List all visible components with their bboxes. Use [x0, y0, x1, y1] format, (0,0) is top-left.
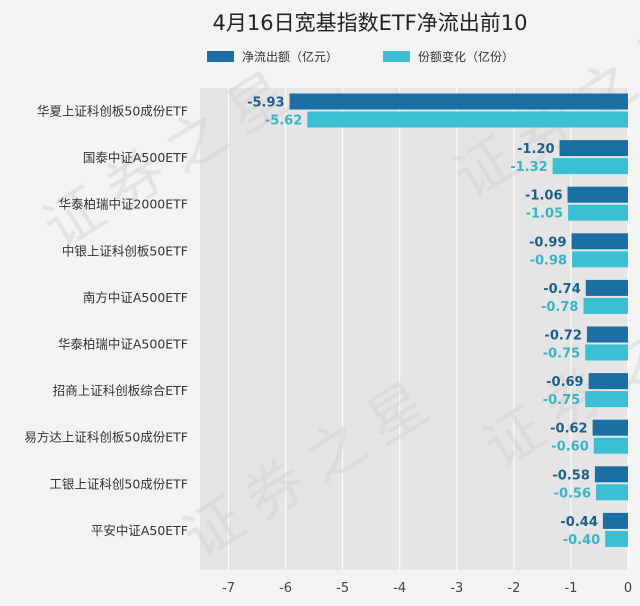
- bar-net-outflow: [592, 419, 628, 436]
- bar-share-change: [585, 391, 628, 408]
- x-tick-label: -7: [222, 581, 235, 596]
- category-label: 华泰柏瑞中证A500ETF: [58, 337, 188, 352]
- bar-net-outflow: [567, 186, 628, 203]
- legend-label-net-outflow: 净流出额（亿元）: [242, 49, 338, 64]
- category-label: 平安中证A50ETF: [91, 523, 188, 538]
- legend-swatch-share-change: [383, 51, 410, 62]
- data-label-share-change: -0.75: [543, 393, 580, 408]
- data-label-net-outflow: -0.72: [544, 329, 581, 344]
- data-label-net-outflow: -0.74: [543, 282, 580, 297]
- x-tick-label: -6: [279, 581, 292, 596]
- category-label: 工银上证科创50成份ETF: [49, 476, 188, 491]
- legend-swatch-net-outflow: [207, 51, 234, 62]
- category-label: 南方中证A500ETF: [83, 290, 188, 305]
- legend: 净流出额（亿元） 份额变化（亿份）: [207, 49, 514, 64]
- data-label-net-outflow: -1.20: [517, 142, 554, 157]
- x-tick-label: 0: [624, 581, 632, 596]
- data-label-net-outflow: -1.06: [525, 189, 562, 204]
- data-label-share-change: -5.62: [265, 114, 302, 129]
- data-label-net-outflow: -5.93: [247, 96, 284, 111]
- x-tick-label: -4: [393, 581, 406, 596]
- x-tick-label: -5: [336, 581, 349, 596]
- category-label: 国泰中证A500ETF: [83, 150, 188, 165]
- bar-net-outflow: [585, 279, 628, 296]
- bar-net-outflow: [559, 140, 628, 157]
- bar-net-outflow: [588, 373, 628, 390]
- data-label-net-outflow: -0.44: [560, 515, 597, 530]
- bar-share-change: [572, 251, 628, 268]
- data-label-share-change: -0.75: [543, 347, 580, 362]
- bar-share-change: [568, 204, 628, 221]
- bar-net-outflow: [594, 466, 628, 483]
- category-label: 华夏上证科创板50成份ETF: [37, 104, 188, 119]
- bar-share-change: [307, 111, 628, 128]
- bar-net-outflow: [586, 326, 628, 343]
- data-label-share-change: -0.56: [554, 486, 591, 501]
- legend-label-share-change: 份额变化（亿份）: [418, 49, 514, 64]
- category-labels: 华夏上证科创板50成份ETF 国泰中证A500ETF 华泰柏瑞中证2000ETF 中银…: [24, 104, 188, 538]
- bar-share-change: [585, 344, 628, 361]
- data-label-share-change: -0.60: [551, 440, 588, 455]
- x-tick-label: -1: [564, 581, 577, 596]
- x-axis-ticks: -7 -6 -5 -4 -3 -2 -1 0: [222, 581, 632, 596]
- data-label-net-outflow: -0.69: [546, 375, 583, 390]
- data-label-share-change: -0.78: [541, 300, 578, 315]
- category-label: 中银上证科创板50ETF: [62, 243, 188, 258]
- bar-net-outflow: [571, 233, 628, 250]
- bar-share-change: [596, 484, 628, 501]
- data-label-share-change: -1.32: [510, 160, 547, 175]
- category-label: 招商上证科创板综合ETF: [53, 383, 188, 398]
- data-label-net-outflow: -0.58: [552, 468, 589, 483]
- category-label: 华泰柏瑞中证2000ETF: [58, 197, 188, 212]
- data-label-net-outflow: -0.99: [529, 235, 566, 250]
- data-label-share-change: -0.98: [530, 253, 567, 268]
- bar-share-change: [583, 297, 628, 314]
- bar-net-outflow: [602, 512, 628, 529]
- bar-share-change: [593, 437, 628, 454]
- chart-title: 4月16日宽基指数ETF净流出前10: [213, 11, 528, 35]
- data-label-share-change: -0.40: [563, 533, 600, 548]
- data-labels: -5.93 -5.62 -1.20 -1.32 -1.06 -1.05 -0.99 -0.98…: [247, 96, 600, 548]
- data-label-net-outflow: -0.62: [550, 422, 587, 437]
- bar-share-change: [605, 530, 628, 547]
- x-tick-label: -2: [507, 581, 520, 596]
- data-label-share-change: -1.05: [526, 207, 563, 222]
- bar-net-outflow: [289, 93, 628, 110]
- x-tick-label: -3: [450, 581, 463, 596]
- category-label: 易方达上证科创板50成份ETF: [24, 430, 188, 445]
- bar-share-change: [552, 158, 628, 175]
- bars: [289, 93, 628, 547]
